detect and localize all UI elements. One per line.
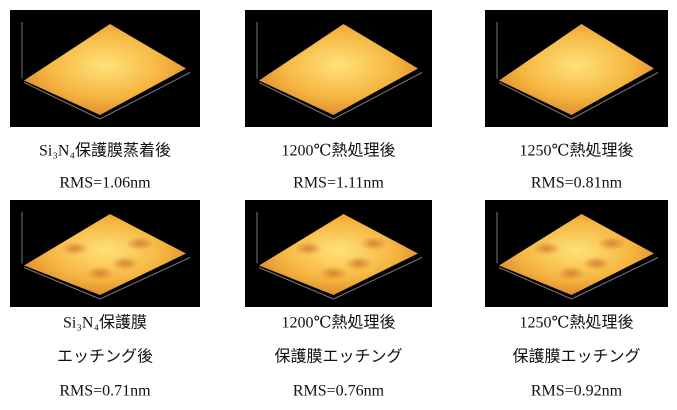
panel: 1250℃熱処理後 RMS=0.81nm (485, 10, 668, 192)
surface-spot (126, 237, 154, 251)
caption: RMS=0.71nm (59, 383, 151, 400)
caption: エッチング後 (57, 348, 153, 366)
caption: 保護膜エッチング (512, 348, 640, 366)
surface-spot (360, 237, 388, 251)
surface-spot (295, 242, 323, 256)
caption: 保護膜エッチング (274, 348, 402, 366)
caption: Si₃N₄保護膜 (63, 314, 147, 332)
figure: Si₃N₄保護膜蒸着後 RMS=1.06nm 1200℃熱処理後 RMS=1.11nm… (0, 0, 677, 410)
caption: RMS=0.92nm (531, 383, 623, 400)
surface-spot (533, 242, 561, 256)
caption: RMS=0.81nm (531, 175, 623, 192)
surface-spot (86, 267, 114, 281)
panel: Si₃N₄保護膜蒸着後 RMS=1.06nm (10, 10, 200, 192)
surface-spot (320, 267, 348, 281)
surface-spot (558, 267, 586, 281)
caption: RMS=1.06nm (59, 175, 151, 192)
caption: Si₃N₄保護膜蒸着後 (39, 142, 171, 160)
surface-spot (111, 257, 139, 271)
caption: 1200℃熱処理後 (282, 314, 396, 332)
surface-spot (598, 237, 626, 251)
surface-spot (345, 257, 373, 271)
panel: 1200℃熱処理後 RMS=1.11nm (245, 10, 432, 192)
caption: RMS=0.76nm (293, 383, 385, 400)
caption: RMS=1.11nm (293, 175, 384, 192)
caption: 1250℃熱処理後 (520, 142, 634, 160)
caption: 1250℃熱処理後 (520, 314, 634, 332)
surface-spot (583, 257, 611, 271)
surface-spot (61, 242, 89, 256)
caption: 1200℃熱処理後 (282, 142, 396, 160)
